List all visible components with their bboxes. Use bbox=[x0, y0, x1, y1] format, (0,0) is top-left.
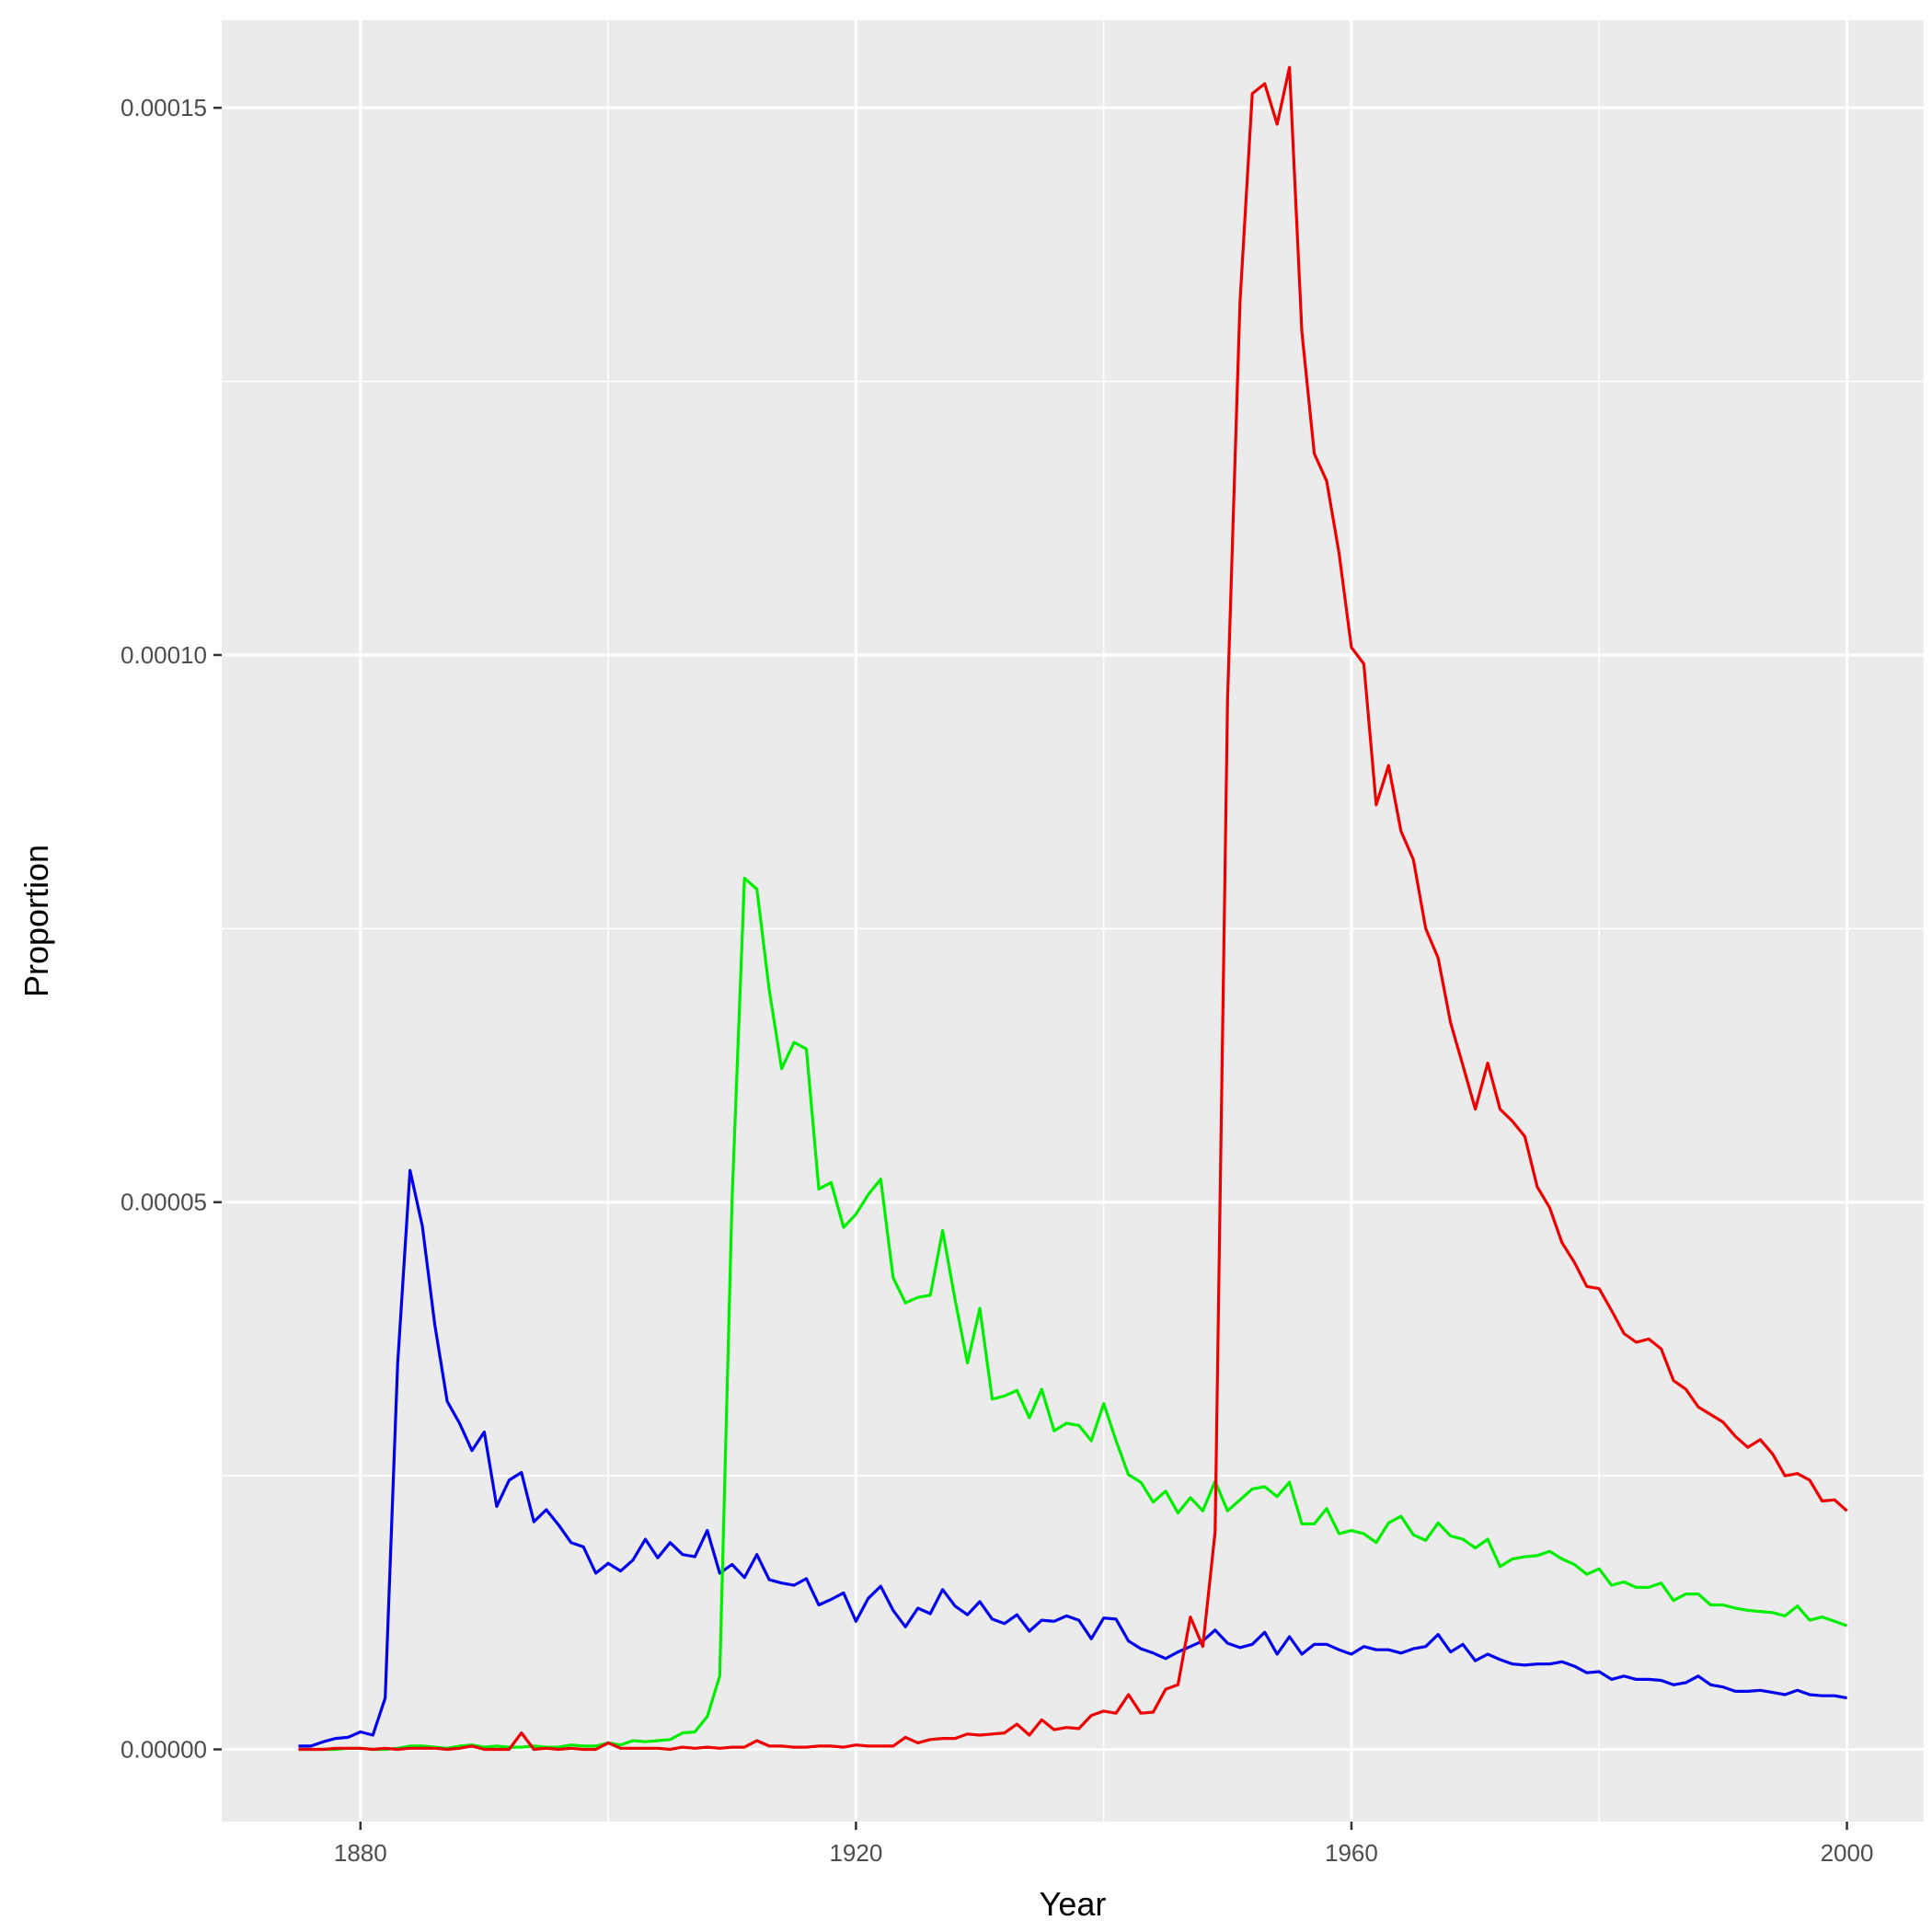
x-tick-label: 1880 bbox=[334, 1839, 387, 1867]
y-tick-label: 0.00000 bbox=[121, 1735, 207, 1763]
y-tick-label: 0.00015 bbox=[121, 94, 207, 121]
x-tick-label: 1960 bbox=[1325, 1839, 1378, 1867]
y-axis: 0.00000 0.00005 0.00010 0.00015 bbox=[121, 94, 222, 1763]
minor-gridlines bbox=[222, 20, 1924, 1822]
y-axis-title: Proportion bbox=[17, 845, 55, 997]
y-tick-label: 0.00005 bbox=[121, 1189, 207, 1216]
series-line-1 bbox=[298, 1168, 1847, 1748]
x-axis: 1880 1920 1960 2000 bbox=[334, 1822, 1874, 1867]
x-tick-label: 2000 bbox=[1821, 1839, 1874, 1867]
series-line-2 bbox=[298, 876, 1848, 1752]
y-tick-label: 0.00010 bbox=[121, 641, 207, 669]
series-line-3 bbox=[298, 65, 1848, 1752]
x-tick-label: 1920 bbox=[829, 1839, 882, 1867]
x-axis-title: Year bbox=[1040, 1885, 1107, 1923]
plot-panel bbox=[222, 20, 1924, 1822]
series-lines bbox=[298, 65, 1848, 1752]
